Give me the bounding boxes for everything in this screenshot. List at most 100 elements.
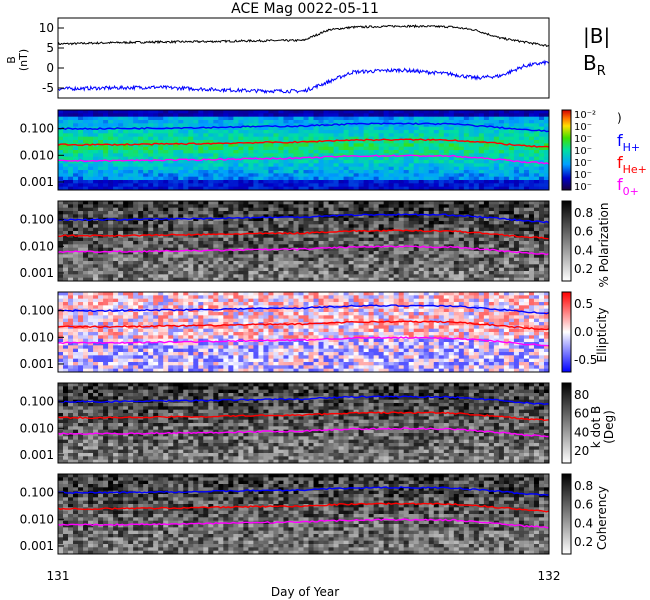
heatmap-cell [98,166,104,171]
heatmap-cell [148,156,154,161]
heatmap-cell [298,150,304,154]
heatmap-cell [443,143,450,148]
heatmap-cell [223,130,229,134]
heatmap-cell [518,146,525,151]
heatmap-cell [393,186,400,191]
heatmap-cell [328,113,335,118]
heatmap-cell [448,277,455,282]
heatmap-cell [178,166,184,171]
heatmap-cell [538,277,545,282]
heatmap-cell [223,153,229,158]
heatmap-cell [273,160,279,164]
heatmap-cell [98,295,104,300]
heatmap-cell [143,160,149,164]
heatmap-cell [328,146,335,151]
heatmap-cell [298,110,304,114]
heatmap-cell [298,136,304,141]
heatmap-cell [303,176,310,181]
heatmap-cell [293,251,299,255]
heatmap-cell [353,274,360,279]
heatmap-cell [183,176,189,181]
heatmap-cell [438,217,445,222]
heatmap-cell [503,186,510,191]
heatmap-cell [313,267,320,272]
heatmap-cell [163,180,169,184]
heatmap-cell [468,126,475,131]
heatmap-cell [408,277,415,282]
heatmap-cell [143,150,149,154]
heatmap-cell [198,251,204,255]
heatmap-cell [483,153,490,158]
heatmap-cell [323,244,330,249]
heatmap-cell [168,180,174,184]
heatmap-cell [273,186,279,191]
heatmap-cell [418,217,425,222]
heatmap-cell [93,271,99,275]
heatmap-cell [508,160,515,164]
heatmap-cell [58,186,64,191]
heatmap-cell [108,120,114,124]
heatmap-cell [343,133,350,138]
heatmap-cell [83,163,89,168]
heatmap-cell [68,332,74,336]
heatmap-cell [133,227,139,232]
heatmap-cell [473,211,480,215]
heatmap-cell [118,264,124,269]
heatmap-cell [498,163,505,168]
heatmap-cell [503,153,510,158]
heatmap-cell [203,153,209,158]
heatmap-cell [278,160,284,164]
heatmap-cell [318,136,325,141]
heatmap-cell [168,207,174,212]
heatmap-cell [513,241,520,245]
heatmap-cell [213,143,219,148]
heatmap-cell [453,264,460,269]
heatmap-cell [128,163,134,168]
heatmap-cell [128,170,134,174]
heatmap-cell [493,261,500,265]
heatmap-cell [228,176,234,181]
heatmap-cell [153,116,159,121]
heatmap-cell [413,116,420,121]
heatmap-cell [363,251,370,255]
heatmap-cell [198,173,204,178]
heatmap-cell [98,176,104,181]
heatmap-cell [93,267,99,272]
heatmap-cell [108,214,114,219]
heatmap-cell [278,146,284,151]
heatmap-cell [68,274,74,279]
heatmap-cell [103,355,109,360]
heatmap-cell [153,163,159,168]
heatmap-cell [538,221,545,225]
heatmap-cell [58,214,64,219]
heatmap-cell [113,267,119,272]
heatmap-cell [63,207,69,212]
heatmap-cell [463,153,470,158]
heatmap-cell [428,160,435,164]
heatmap-cell [88,251,94,255]
heatmap-cell [103,362,109,366]
heatmap-cell [378,201,385,205]
heatmap-cell [503,163,510,168]
heatmap-cell [333,123,340,128]
heatmap-cell [168,133,174,138]
heatmap-cell [63,332,69,336]
heatmap-cell [528,247,535,252]
heatmap-cell [243,277,249,282]
heatmap-cell [338,214,345,219]
heatmap-cell [93,348,99,353]
heatmap-cell [78,207,84,212]
heatmap-cell [98,237,104,242]
heatmap-cell [128,153,134,158]
heatmap-cell [83,362,89,366]
heatmap-cell [58,130,64,134]
heatmap-cell [58,221,64,225]
heatmap-cell [278,153,284,158]
heatmap-cell [193,170,199,174]
heatmap-cell [293,254,299,259]
heatmap-cell [453,160,460,164]
heatmap-cell [93,332,99,336]
heatmap-cell [218,217,224,222]
heatmap-cell [298,227,304,232]
heatmap-cell [143,211,149,215]
